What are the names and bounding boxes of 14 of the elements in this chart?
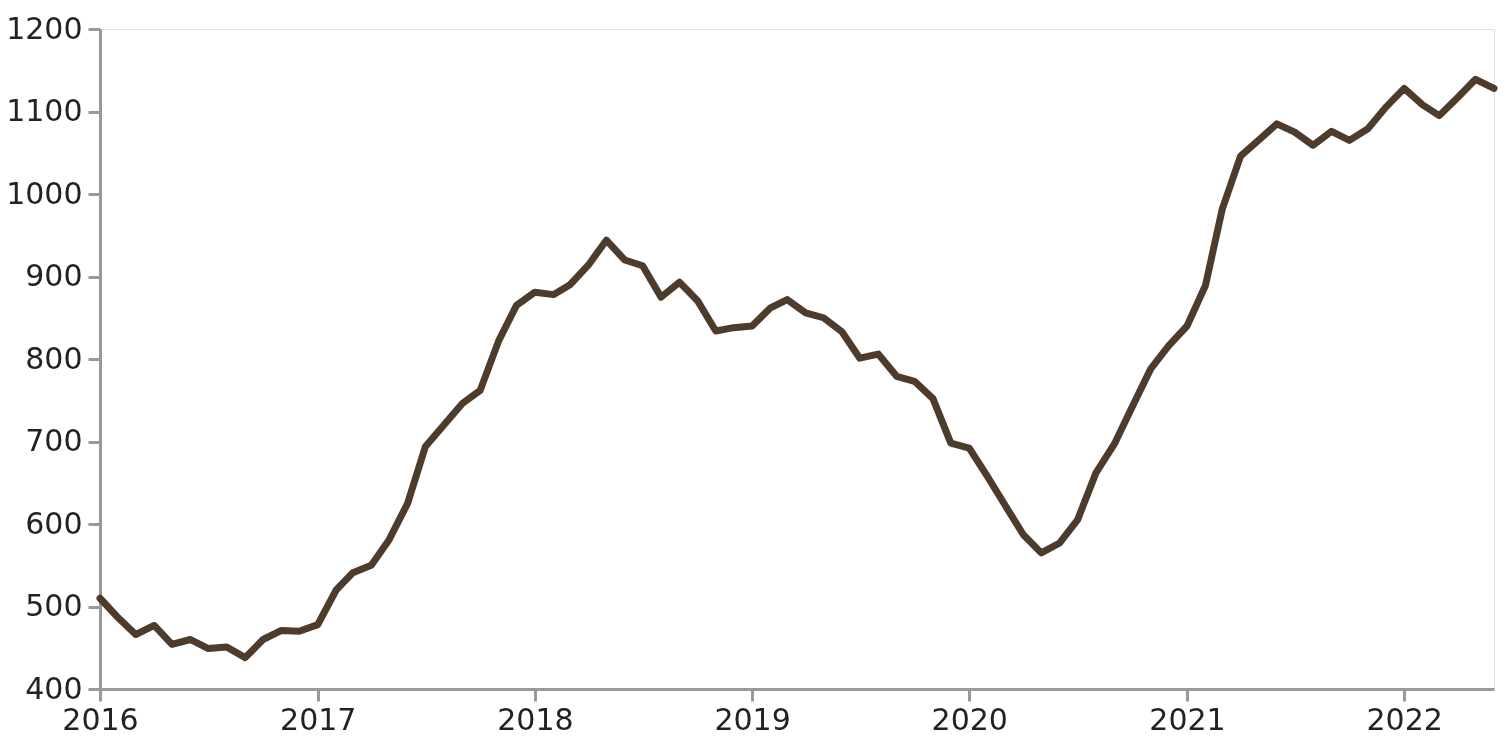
y-tick-label: 1000 bbox=[6, 175, 83, 211]
x-tick-label: 2020 bbox=[931, 701, 1008, 737]
x-tick-label: 2021 bbox=[1149, 701, 1226, 737]
y-tick-label: 900 bbox=[25, 258, 83, 293]
y-tick-label: 1200 bbox=[6, 10, 83, 46]
x-tick-label: 2018 bbox=[497, 701, 574, 737]
y-tick-label: 500 bbox=[25, 588, 83, 623]
y-tick-label: 600 bbox=[25, 505, 83, 541]
y-tick-label: 700 bbox=[25, 423, 83, 458]
x-tick-label: 2019 bbox=[714, 701, 791, 737]
y-tick-label: 1100 bbox=[6, 93, 83, 128]
x-tick-label: 2017 bbox=[280, 701, 357, 737]
y-tick-label: 800 bbox=[25, 340, 83, 376]
x-tick-label: 2022 bbox=[1366, 701, 1443, 737]
